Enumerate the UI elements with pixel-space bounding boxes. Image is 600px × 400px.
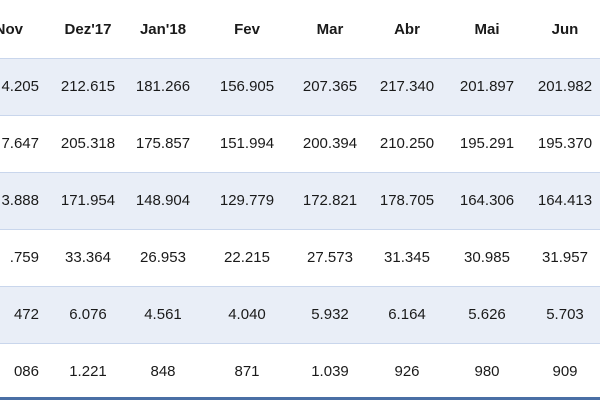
table-cell: 1.039 bbox=[311, 362, 349, 380]
table-cell: 26.953 bbox=[140, 248, 186, 266]
row-separator bbox=[0, 115, 600, 116]
row-separator bbox=[0, 58, 600, 59]
column-header: Jan'18 bbox=[139, 21, 187, 38]
table-cell: 1.221 bbox=[69, 362, 107, 380]
table-cell: 980 bbox=[474, 362, 500, 380]
row-band bbox=[0, 58, 600, 115]
table-cell: 195.291 bbox=[459, 134, 515, 152]
table-cell: 30.985 bbox=[464, 248, 510, 266]
column-header: Jun bbox=[551, 21, 579, 38]
table-cell: 926 bbox=[394, 362, 420, 380]
table-cell: 848 bbox=[150, 362, 176, 380]
table-cell: 871 bbox=[234, 362, 260, 380]
table-cell: 217.340 bbox=[379, 77, 435, 95]
table-cell: 909 bbox=[552, 362, 578, 380]
table-cell: 172.821 bbox=[302, 191, 358, 209]
column-header: Nov bbox=[0, 21, 23, 38]
row-separator bbox=[0, 286, 600, 287]
table-cell: 086 bbox=[13, 362, 39, 380]
table-cell: 33.364 bbox=[65, 248, 111, 266]
row-separator bbox=[0, 172, 600, 173]
table-cell: 31.345 bbox=[384, 248, 430, 266]
table-cell: 151.994 bbox=[219, 134, 275, 152]
table-cell: 6.164 bbox=[388, 305, 426, 323]
table-cell: 205.318 bbox=[60, 134, 116, 152]
row-band bbox=[0, 286, 600, 343]
table-cell: 181.266 bbox=[135, 77, 191, 95]
bottom-border bbox=[0, 397, 600, 400]
column-header: Dez'17 bbox=[64, 21, 112, 38]
table-cell: 3.888 bbox=[1, 191, 39, 209]
table-cell: 200.394 bbox=[302, 134, 358, 152]
table-cell: 129.779 bbox=[219, 191, 275, 209]
row-separator bbox=[0, 229, 600, 230]
table-cell: 201.897 bbox=[459, 77, 515, 95]
table-cell: 5.626 bbox=[468, 305, 506, 323]
table-cell: 5.703 bbox=[546, 305, 584, 323]
table-cell: 207.365 bbox=[302, 77, 358, 95]
table-cell: 164.306 bbox=[459, 191, 515, 209]
table-cell: 7.647 bbox=[1, 134, 39, 152]
table-cell: 195.370 bbox=[537, 134, 593, 152]
table-cell: 175.857 bbox=[135, 134, 191, 152]
table-cell: 27.573 bbox=[307, 248, 353, 266]
column-header: Fev bbox=[234, 21, 260, 38]
table-cell: 164.413 bbox=[537, 191, 593, 209]
table-cell: 201.982 bbox=[537, 77, 593, 95]
row-band bbox=[0, 172, 600, 229]
table-cell: 6.076 bbox=[69, 305, 107, 323]
table-cell: 210.250 bbox=[379, 134, 435, 152]
table-cell: 171.954 bbox=[60, 191, 116, 209]
table-cell: 148.904 bbox=[135, 191, 191, 209]
table-cell: 156.905 bbox=[219, 77, 275, 95]
row-separator bbox=[0, 343, 600, 344]
table-cell: 31.957 bbox=[542, 248, 588, 266]
table-cell: 4.040 bbox=[228, 305, 266, 323]
table-cell: 22.215 bbox=[224, 248, 270, 266]
table-cell: 212.615 bbox=[60, 77, 116, 95]
table-cell: 4.561 bbox=[144, 305, 182, 323]
table-cell: .759 bbox=[9, 248, 39, 266]
table-cell: 4.205 bbox=[1, 77, 39, 95]
table-cell: 472 bbox=[13, 305, 39, 323]
column-header: Mai bbox=[474, 21, 500, 38]
column-header: Abr bbox=[394, 21, 420, 38]
table-cell: 5.932 bbox=[311, 305, 349, 323]
column-header: Mar bbox=[316, 21, 344, 38]
table-cell: 178.705 bbox=[379, 191, 435, 209]
